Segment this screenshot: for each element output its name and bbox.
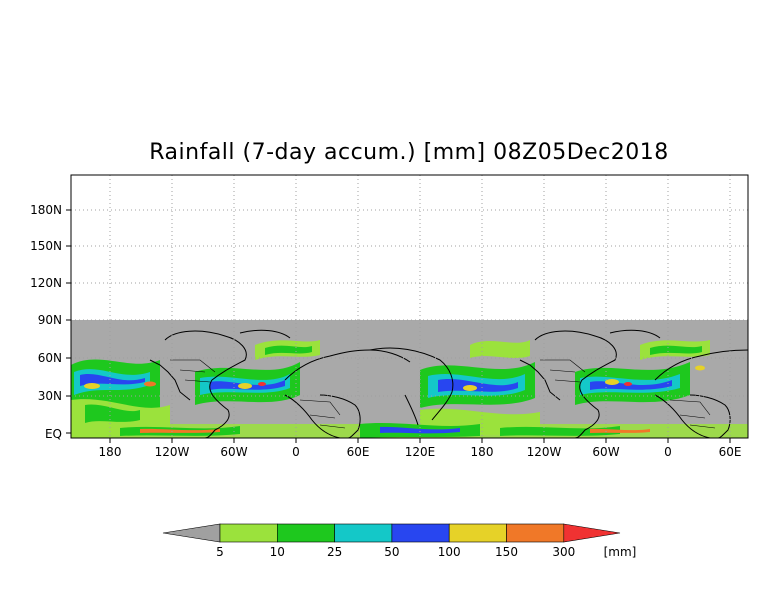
axis-ticks — [66, 209, 731, 443]
colorbar-label: 5 — [216, 545, 224, 559]
country-borders — [170, 359, 716, 429]
colorbar-label: 25 — [327, 545, 342, 559]
map-frame — [70, 174, 749, 439]
lat-label: EQ — [45, 427, 62, 441]
lon-label: 60E — [347, 445, 370, 459]
lat-label: 60N — [38, 351, 62, 365]
heavy-rain-cells — [84, 365, 705, 391]
itcz-rainband — [71, 423, 748, 438]
lon-label: 180 — [99, 445, 122, 459]
lat-label: 180N — [30, 203, 62, 217]
colorbar-right-arrow — [563, 523, 621, 543]
colorbar-label: 100 — [438, 545, 461, 559]
no-data-region — [71, 175, 748, 320]
colorbar-label: 150 — [495, 545, 518, 559]
lon-label: 120E — [405, 445, 436, 459]
longitude-labels: 180 120W 60W 0 60E 120E 180 120W 60W 0 6… — [99, 445, 742, 459]
colorbar-left-arrow — [162, 523, 221, 543]
colorbar-label: 50 — [384, 545, 399, 559]
colorbar-swatch — [219, 523, 278, 543]
lon-label: 120W — [527, 445, 562, 459]
colorbar-swatch — [334, 523, 393, 543]
coastlines — [149, 329, 748, 438]
graticule — [71, 175, 748, 438]
lon-label: 0 — [664, 445, 672, 459]
rainfall-data-band — [71, 320, 748, 438]
colorbar: 5 10 25 50 100 150 300 [mm] — [162, 523, 637, 559]
lon-label: 60E — [719, 445, 742, 459]
latitude-labels: 180N 150N 120N 90N 60N 30N EQ — [30, 203, 62, 441]
lon-label: 0 — [292, 445, 300, 459]
colorbar-swatch — [506, 523, 565, 543]
lat-label: 90N — [38, 313, 62, 327]
lat-label: 30N — [38, 389, 62, 403]
map-title: Rainfall (7-day accum.) [mm] 08Z05Dec201… — [149, 140, 669, 165]
colorbar-swatch — [391, 523, 450, 543]
lon-label: 60W — [592, 445, 619, 459]
lon-label: 60W — [220, 445, 247, 459]
lat-label: 120N — [30, 276, 62, 290]
colorbar-label: 300 — [552, 545, 575, 559]
lon-label: 120W — [155, 445, 190, 459]
colorbar-swatch — [448, 523, 507, 543]
colorbar-unit: [mm] — [604, 545, 637, 559]
lon-label: 180 — [471, 445, 494, 459]
colorbar-label: 10 — [270, 545, 285, 559]
colorbar-swatch — [276, 523, 335, 543]
lat-label: 150N — [30, 239, 62, 253]
